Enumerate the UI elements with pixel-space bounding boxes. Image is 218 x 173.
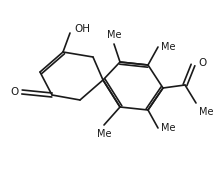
- Text: Me: Me: [161, 123, 175, 133]
- Text: Me: Me: [97, 129, 111, 139]
- Text: O: O: [198, 58, 206, 68]
- Text: Me: Me: [161, 42, 175, 52]
- Text: O: O: [10, 87, 18, 97]
- Text: Me: Me: [107, 30, 121, 40]
- Text: Me: Me: [199, 107, 213, 117]
- Text: OH: OH: [74, 24, 90, 34]
